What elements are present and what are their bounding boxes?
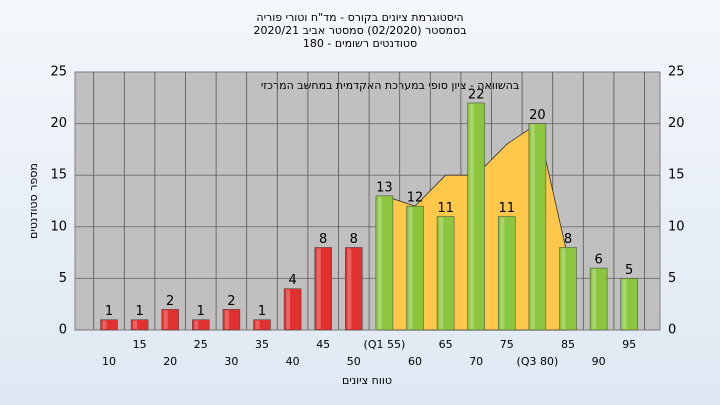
x-tick-label: 85	[561, 338, 575, 351]
bar	[375, 195, 394, 331]
y2-tick-label: 0	[668, 323, 676, 338]
bar	[498, 216, 516, 331]
y2-tick-label: 5	[668, 271, 676, 286]
bar	[528, 123, 547, 331]
x-axis-label: טווח ציונים	[342, 374, 392, 387]
value-label: 8	[350, 232, 358, 247]
bar	[345, 247, 363, 331]
value-label: 8	[319, 232, 327, 247]
x-tick-label: 30	[224, 355, 238, 368]
annotation: בהשוואה - ציון סופי במערכת האקדמית במחשב…	[261, 79, 519, 92]
bar-highlight	[439, 217, 444, 329]
x-tick-label: (Q1 55)	[364, 338, 406, 351]
bar-highlight	[592, 269, 597, 329]
value-label: 2	[227, 294, 235, 309]
value-label: 22	[468, 87, 485, 102]
y2-tick-label: 20	[668, 116, 685, 131]
bar	[589, 267, 608, 331]
value-label: 4	[288, 273, 296, 288]
bar-highlight	[530, 124, 535, 329]
chart-subtitle: סטודנטים רשומים - 180	[303, 37, 417, 50]
x-tick-label: 35	[255, 338, 269, 351]
y-axis-label: מספר סטודנטים	[27, 163, 40, 239]
value-label: 5	[625, 263, 633, 278]
bar	[314, 247, 332, 331]
value-label: 2	[166, 294, 174, 309]
x-tick-label: 75	[500, 338, 514, 351]
chart-subtitle: בסמסטר (02/2020) סמסטר אביב 2020/21	[253, 24, 466, 37]
bar	[436, 216, 455, 331]
x-tick-label: (Q3 80)	[517, 355, 559, 368]
bar	[406, 205, 424, 331]
y2-tick-label: 10	[668, 219, 685, 234]
value-label: 13	[376, 180, 393, 195]
x-tick-label: 25	[194, 338, 208, 351]
x-tick-label: 45	[316, 338, 330, 351]
bar-highlight	[224, 310, 229, 329]
chart-title: היסטוגרמת ציונים בקורס - מד"ח וטורי פורי…	[256, 11, 463, 24]
bar	[620, 278, 638, 331]
bar-highlight	[286, 289, 291, 329]
bar-highlight	[561, 248, 566, 329]
bar-highlight	[255, 320, 260, 329]
y2-tick-label: 15	[668, 168, 685, 183]
x-tick-label: 10	[102, 355, 116, 368]
bar-highlight	[102, 320, 107, 329]
value-label: 11	[437, 201, 454, 216]
y-tick-label: 10	[50, 219, 67, 234]
bar-highlight	[194, 320, 199, 329]
x-tick-label: 40	[286, 355, 300, 368]
bar	[130, 319, 149, 331]
x-tick-label: 90	[592, 355, 606, 368]
value-label: 12	[407, 191, 424, 206]
bar-highlight	[469, 103, 474, 330]
bar	[559, 247, 577, 331]
x-tick-label: 50	[347, 355, 361, 368]
bar-highlight	[622, 279, 627, 329]
y-tick-label: 5	[59, 271, 67, 286]
bar-highlight	[500, 217, 505, 329]
bar-highlight	[377, 196, 382, 329]
bar	[222, 309, 241, 331]
value-label: 1	[258, 304, 266, 319]
bar	[192, 319, 210, 331]
y-tick-label: 0	[59, 323, 67, 338]
bar-highlight	[316, 248, 321, 329]
bar-highlight	[163, 310, 168, 329]
value-label: 1	[197, 304, 205, 319]
y-tick-label: 20	[50, 116, 67, 131]
value-label: 1	[135, 304, 143, 319]
x-tick-label: 95	[622, 338, 636, 351]
bar	[467, 102, 485, 331]
x-tick-label: 20	[163, 355, 177, 368]
x-tick-label: 70	[469, 355, 483, 368]
value-label: 6	[594, 253, 602, 268]
x-tick-label: 60	[408, 355, 422, 368]
bar	[253, 319, 271, 331]
bar	[161, 309, 179, 331]
x-tick-label: 15	[133, 338, 147, 351]
y-tick-label: 25	[50, 65, 67, 80]
y2-tick-label: 25	[668, 65, 685, 80]
value-label: 8	[564, 232, 572, 247]
value-label: 1	[105, 304, 113, 319]
value-label: 20	[529, 108, 546, 123]
bar-highlight	[133, 320, 138, 329]
bar	[100, 319, 118, 331]
value-label: 11	[499, 201, 516, 216]
bar	[283, 288, 302, 331]
bar-highlight	[408, 207, 413, 329]
x-tick-label: 65	[439, 338, 453, 351]
y-tick-label: 15	[50, 168, 67, 183]
bar-highlight	[347, 248, 352, 329]
